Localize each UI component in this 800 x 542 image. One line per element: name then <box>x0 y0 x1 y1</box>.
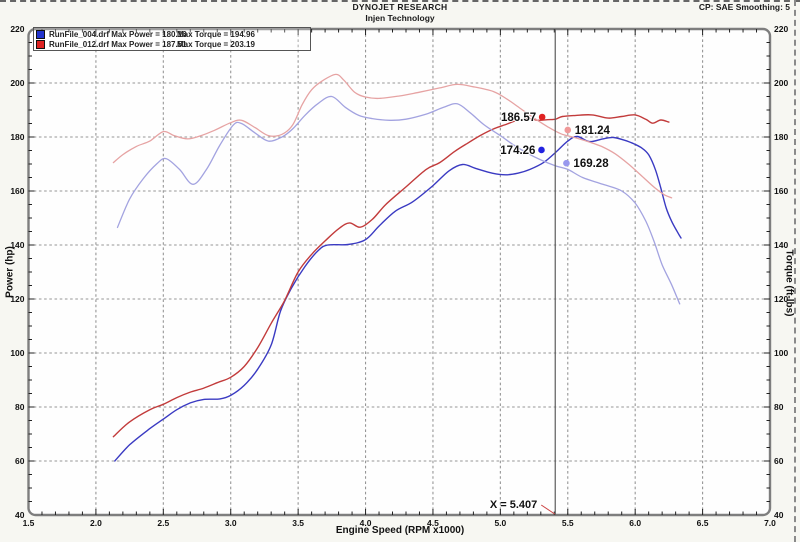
cursor-x-label: X = 5.407 <box>490 499 537 511</box>
x-tick-label-3.5: 3.5 <box>292 518 304 528</box>
legend-row-runfile012[interactable]: RunFile_012.drf Max Power = 187.51 Max T… <box>36 39 308 49</box>
x-tick-label-2.0: 2.0 <box>90 518 102 528</box>
window-top-border <box>0 0 800 2</box>
legend-file-power-label: RunFile_004.drf Max Power = 180.16 <box>49 29 187 39</box>
y-tick-label-left-180: 180 <box>10 132 24 142</box>
x-tick-label-4.0: 4.0 <box>360 518 372 528</box>
legend-swatch-red <box>36 39 45 49</box>
window-right-border <box>794 0 796 542</box>
y-tick-label-right-80: 80 <box>774 402 784 412</box>
x-tick-label-7.0: 7.0 <box>764 518 776 528</box>
legend-file-power-label: RunFile_012.drf Max Power = 187.51 <box>49 39 187 49</box>
marker-label-181.24: 181.24 <box>575 125 611 137</box>
y-tick-label-right-120: 120 <box>774 294 788 304</box>
legend-torque-label: Max Torque = 194.96 <box>177 29 255 39</box>
report-subtitle: Injen Technology <box>365 13 435 23</box>
plot-area <box>28 29 770 515</box>
y-tick-label-left-80: 80 <box>15 402 25 412</box>
y-tick-label-left-120: 120 <box>10 294 24 304</box>
x-tick-label-6.0: 6.0 <box>629 518 641 528</box>
y-tick-label-right-200: 200 <box>774 78 788 88</box>
marker-dot-174.26 <box>538 146 545 154</box>
y-tick-label-right-220: 220 <box>774 24 788 34</box>
x-tick-label-1.5: 1.5 <box>23 518 35 528</box>
y-tick-label-right-40: 40 <box>774 510 784 520</box>
marker-dot-181.24 <box>564 126 572 134</box>
torque-runfile004-lightblue-curve <box>116 95 681 305</box>
x-tick-label-4.5: 4.5 <box>427 518 439 528</box>
power-runfile004-blue-curve <box>114 135 682 462</box>
legend-row-runfile004[interactable]: RunFile_004.drf Max Power = 180.16 Max T… <box>36 29 308 39</box>
y-tick-label-right-60: 60 <box>774 456 784 466</box>
x-tick-label-3.0: 3.0 <box>225 518 237 528</box>
legend-swatch-blue <box>36 29 45 39</box>
x-tick-label-5.5: 5.5 <box>562 518 574 528</box>
y-axis-title-power: Power (hp) <box>4 246 16 298</box>
x-tick-label-2.5: 2.5 <box>157 518 169 528</box>
marker-label-169.28: 169.28 <box>573 158 609 170</box>
y-tick-label-right-140: 140 <box>774 240 788 250</box>
x-axis-title: Engine Speed (RPM x1000) <box>335 525 465 536</box>
marker-dot-186.57 <box>538 113 546 121</box>
y-tick-label-left-60: 60 <box>15 456 25 466</box>
marker-dot-169.28 <box>563 159 570 167</box>
cursor-callout-line <box>540 504 556 515</box>
legend-torque-label: Max Torque = 203.19 <box>177 39 255 49</box>
y-tick-label-left-200: 200 <box>10 78 24 88</box>
power-runfile012-red-curve <box>112 114 670 438</box>
report-title: DYNOJET RESEARCH <box>352 2 448 12</box>
y-axis-title-torque: Torque (ft-lbs) <box>783 249 795 317</box>
y-tick-label-left-40: 40 <box>15 510 25 520</box>
torque-runfile012-lightred-curve <box>112 73 673 199</box>
legend-box: RunFile_004.drf Max Power = 180.16 Max T… <box>33 27 311 51</box>
marker-label-186.57: 186.57 <box>501 112 536 124</box>
y-tick-label-right-100: 100 <box>774 348 788 358</box>
correction-smoothing-info: CP: SAE Smoothing: 5 <box>698 2 790 12</box>
y-tick-label-right-160: 160 <box>774 186 788 196</box>
y-tick-label-left-100: 100 <box>10 348 24 358</box>
x-tick-label-6.5: 6.5 <box>697 518 709 528</box>
x-tick-label-5.0: 5.0 <box>494 518 506 528</box>
y-tick-label-left-140: 140 <box>10 240 24 250</box>
y-tick-label-left-220: 220 <box>10 24 24 34</box>
y-tick-label-left-160: 160 <box>10 186 24 196</box>
y-tick-label-right-180: 180 <box>774 132 788 142</box>
marker-label-174.26: 174.26 <box>500 145 535 157</box>
